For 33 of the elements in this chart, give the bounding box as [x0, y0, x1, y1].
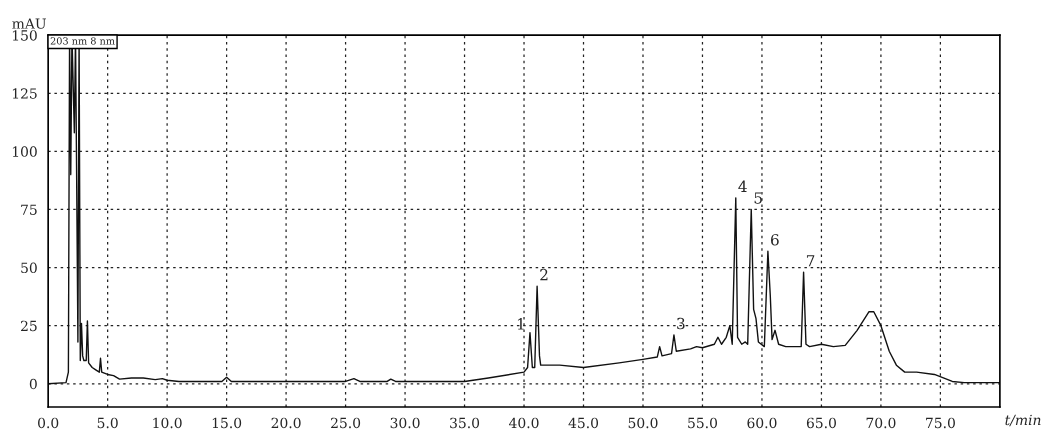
- x-tick-label: 30.0: [390, 417, 420, 429]
- y-tick-label: 100: [12, 146, 37, 157]
- x-tick-label: 75.0: [926, 417, 955, 429]
- y-tick-label: 75: [21, 204, 37, 215]
- y-tick-label: 150: [12, 30, 37, 41]
- x-tick-label: 70.0: [866, 417, 896, 429]
- x-tick-label: 55.0: [688, 417, 718, 429]
- x-tick-label: 25.0: [331, 417, 361, 429]
- x-tick-label: 35.0: [450, 417, 480, 429]
- y-tick-label: 125: [12, 88, 37, 99]
- x-axis-title: t/min: [1005, 414, 1041, 427]
- x-tick-label: 60.0: [747, 417, 777, 429]
- annotation: 7: [806, 255, 815, 267]
- x-tick-label: 5.0: [97, 417, 118, 429]
- x-tick-label: 40.0: [508, 417, 539, 429]
- x-tick-label: 45.0: [568, 417, 599, 429]
- annotation: 4: [738, 180, 747, 192]
- annotation: 5: [754, 192, 762, 204]
- annotation: 3: [677, 317, 685, 330]
- x-tick-label: 15.0: [212, 417, 242, 429]
- annotation: 6: [771, 234, 779, 246]
- annotation: 2: [540, 268, 548, 281]
- x-tick-label: 65.0: [806, 417, 836, 429]
- annotation: 203 nm 8 nm: [50, 37, 115, 45]
- x-tick-label: 10.0: [153, 417, 182, 429]
- annotation: 1: [517, 318, 524, 330]
- x-tick-label: 0.0: [38, 417, 59, 429]
- x-tick-label: 20.0: [271, 417, 301, 429]
- y-tick-label: 0: [29, 378, 37, 390]
- y-axis-title: mAU: [12, 18, 46, 29]
- y-tick-label: 50: [21, 262, 37, 274]
- x-tick-label: 50.0: [628, 417, 658, 429]
- y-tick-label: 25: [21, 320, 37, 332]
